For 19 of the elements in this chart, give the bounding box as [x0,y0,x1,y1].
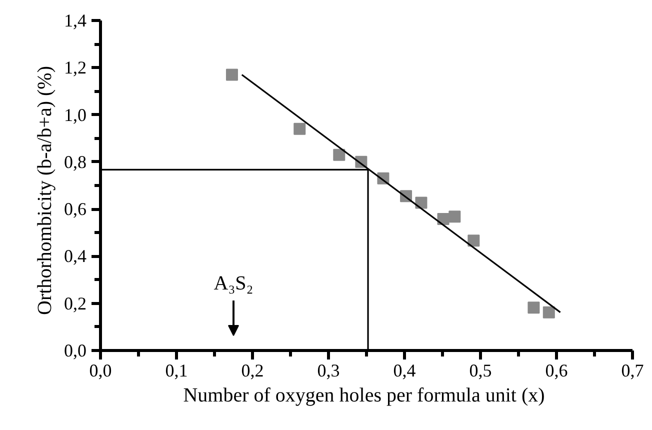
x-tick-label: 0,6 [545,360,568,380]
x-tick-label: 0,5 [469,360,492,380]
y-axis-title: Orthorhombicity (b-a/b+a) (%) [34,66,56,315]
y-tick-label: 0,6 [64,199,86,220]
x-tick-label: 0,0 [89,360,112,380]
y-tick-label: 0,4 [64,246,86,266]
x-tick-label: 0,2 [241,360,264,380]
x-tick-label: 0,7 [621,360,644,380]
x-tick-label: 0,3 [317,360,340,380]
x-tick-label: 0,4 [393,360,416,380]
x-tick-label: 0,1 [165,360,188,380]
y-tick-label: 1,2 [64,58,86,78]
annotation: A₃S₂ [214,272,254,294]
y-tick-label: 1,4 [64,10,86,30]
x-axis-title: Number of oxygen holes per formula unit (x) [183,384,545,406]
y-tick-label: 0,2 [64,293,86,314]
y-tick-label: 0,0 [64,340,86,360]
y-tick-label: 1,0 [64,104,86,125]
y-tick-label: 0,8 [64,152,86,172]
